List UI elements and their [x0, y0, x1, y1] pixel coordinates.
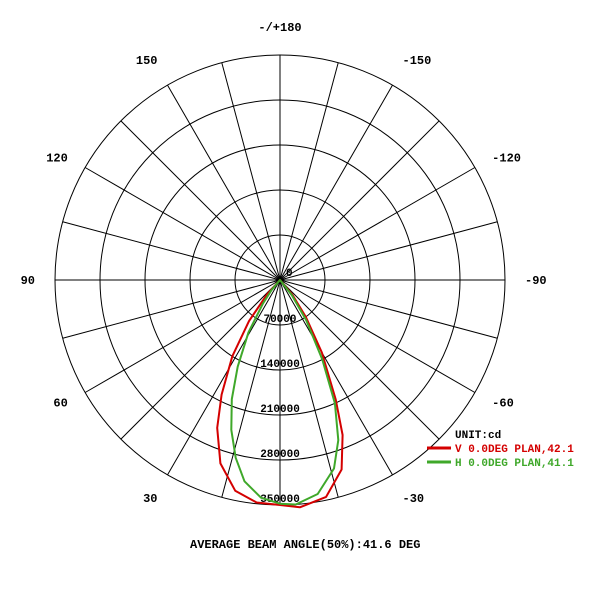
angle-label: -30	[403, 492, 425, 506]
angle-label-zero: 0	[286, 268, 293, 280]
angle-label: 30	[143, 492, 157, 506]
legend-title: UNIT:cd	[455, 430, 501, 442]
angle-label: 120	[46, 152, 68, 166]
ring-label: 210000	[260, 404, 300, 416]
angle-label: 150	[136, 54, 158, 68]
chart-caption: AVERAGE BEAM ANGLE(50%):41.6 DEG	[190, 538, 420, 552]
polar-chart: 70000140000210000280000350000-/+180-150-…	[0, 0, 590, 590]
ring-label: 70000	[263, 314, 296, 326]
angle-label: 60	[53, 397, 67, 411]
ring-label: 280000	[260, 449, 300, 461]
angle-label: -120	[492, 152, 521, 166]
legend-label: V 0.0DEG PLAN,42.1	[455, 444, 574, 456]
angle-label: -60	[492, 397, 514, 411]
angle-label: -90	[525, 274, 547, 288]
angle-label: 90	[21, 274, 35, 288]
angle-label: -150	[403, 54, 432, 68]
angle-label: -/+180	[258, 21, 301, 35]
ring-label: 140000	[260, 359, 300, 371]
legend-label: H 0.0DEG PLAN,41.1	[455, 458, 574, 470]
